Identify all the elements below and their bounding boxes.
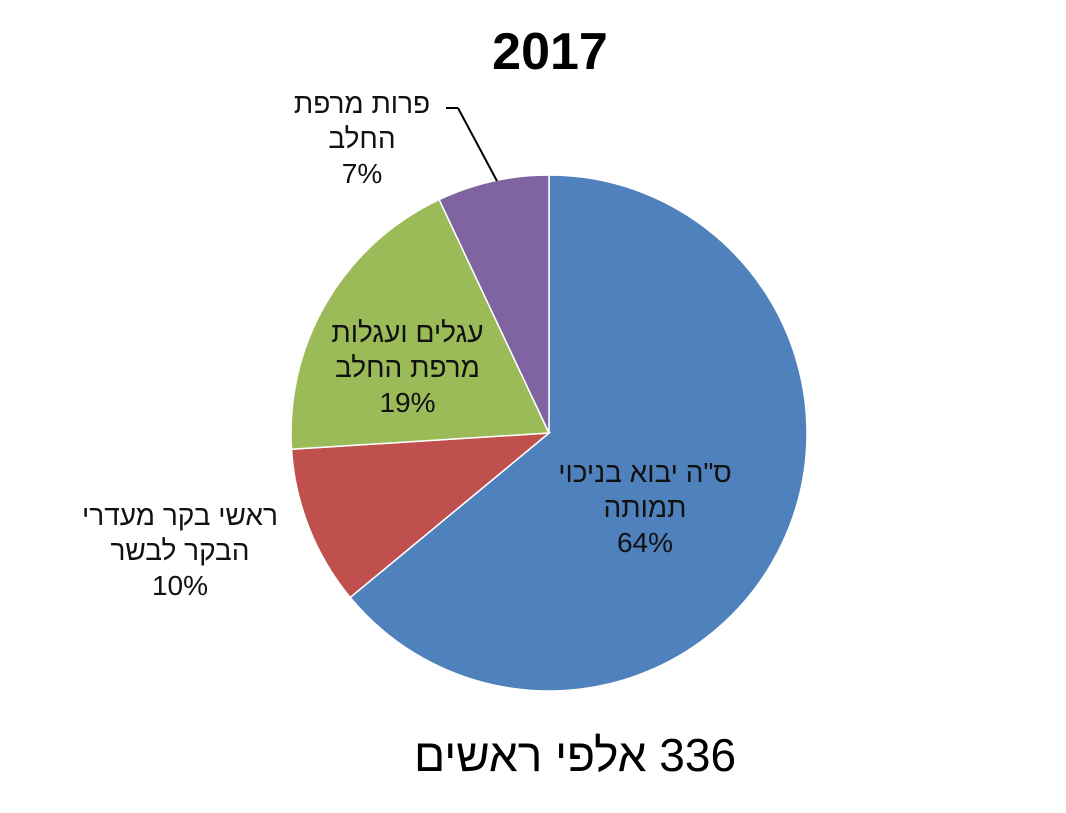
slice-label-calves-line1: עגלים ועגלות bbox=[331, 317, 484, 348]
slice-label-dairy-cows-value: 7% bbox=[341, 158, 383, 189]
slice-label-import: ס"ה יבוא בניכוי תמותה 64% bbox=[520, 455, 770, 560]
slice-beef-herd bbox=[290, 432, 552, 599]
leader-line bbox=[457, 107, 498, 182]
slice-label-calves: עגלים ועגלות מרפת החלב 19% bbox=[290, 315, 525, 420]
slice-label-dairy-cows: פרות מרפת החלב 7% bbox=[262, 86, 462, 191]
slice-label-dairy-cows-line2: החלב bbox=[328, 123, 396, 154]
slice-calves bbox=[290, 198, 551, 450]
slice-dairy-cows bbox=[438, 174, 550, 434]
total-heads-label: 336 אלפי ראשים bbox=[413, 729, 737, 781]
slice-label-beef-herd-value: 10% bbox=[151, 570, 209, 601]
slice-label-calves-value: 19% bbox=[379, 387, 436, 418]
slice-label-beef-herd: ראשי בקר מעדרי הבקר לבשר 10% bbox=[50, 498, 310, 603]
slice-label-beef-herd-line2: הבקר לבשר bbox=[110, 535, 250, 566]
slice-label-import-line2: תמותה bbox=[603, 492, 687, 523]
chart-title: 2017 bbox=[492, 23, 608, 81]
slice-label-calves-line2: מרפת החלב bbox=[335, 352, 480, 383]
slice-label-dairy-cows-line1: פרות מרפת bbox=[293, 88, 431, 119]
slice-label-import-line1: ס"ה יבוא בניכוי bbox=[558, 457, 732, 488]
slice-import bbox=[349, 174, 808, 692]
slice-label-import-value: 64% bbox=[616, 527, 674, 558]
slice-label-beef-herd-line1: ראשי בקר מעדרי bbox=[82, 500, 278, 531]
